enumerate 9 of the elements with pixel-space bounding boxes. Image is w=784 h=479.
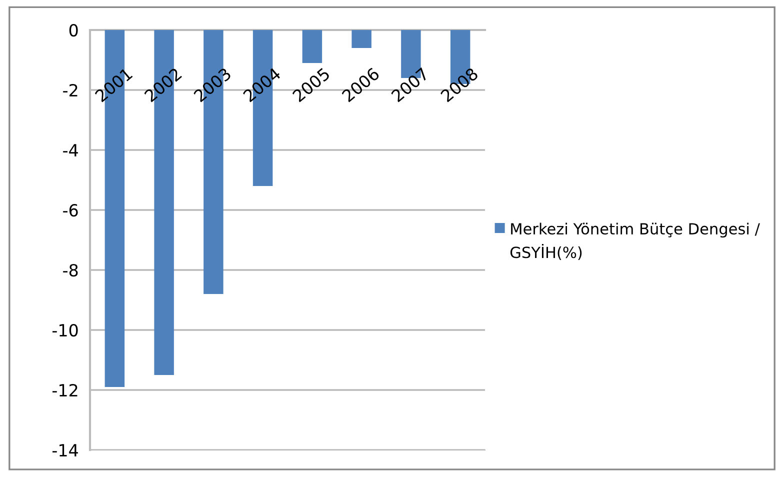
y-tick-label: -10 xyxy=(52,324,78,337)
y-tick-label: -2 xyxy=(63,84,78,96)
y-tick-label: -14 xyxy=(52,444,78,456)
y-tick-label: -8 xyxy=(63,264,78,277)
y-tick-label: 0 xyxy=(69,24,78,37)
y-tick-label: -6 xyxy=(63,204,78,217)
y-tick-label: -12 xyxy=(52,384,78,396)
y-tick-label: -4 xyxy=(63,144,78,156)
legend-label: Merkezi Yönetim Bütçe Dengesi / GSYİH(%) xyxy=(510,222,760,260)
